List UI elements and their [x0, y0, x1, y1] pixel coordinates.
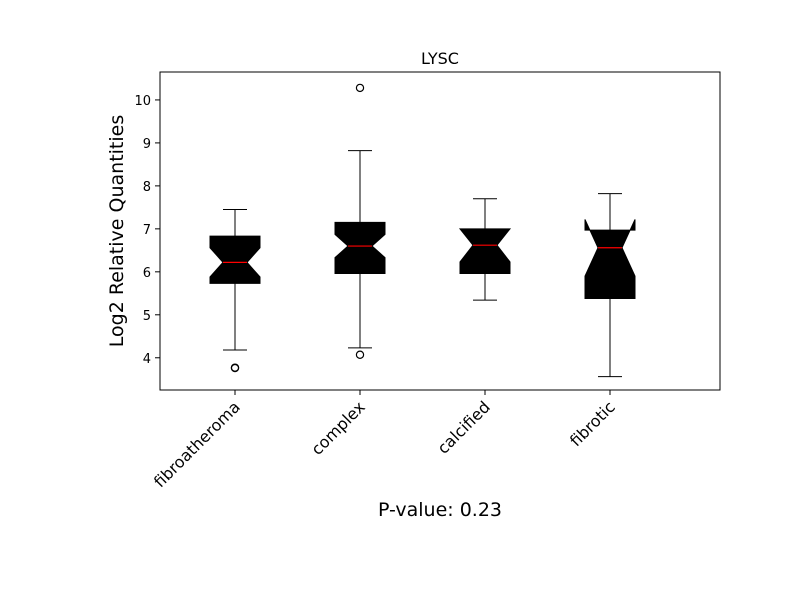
y-tick-label: 4: [143, 352, 151, 367]
outlier-point: [355, 83, 365, 93]
y-tick-label: 10: [134, 94, 151, 109]
axes-frame: [159, 71, 721, 391]
box-fibroatheroma: [209, 235, 261, 284]
x-axis-label: P-value: 0.23: [378, 499, 502, 521]
y-tick-label: 6: [143, 266, 151, 281]
y-tick-label: 5: [143, 309, 151, 324]
outlier-point: [355, 350, 365, 359]
y-tick-label: 7: [143, 223, 151, 238]
chart-title: LYSC: [421, 49, 459, 68]
y-tick-label: 9: [143, 137, 151, 152]
outlier-point: [230, 363, 240, 373]
y-tick-label: 8: [143, 180, 151, 195]
box-calcified: [458, 228, 512, 275]
box-complex: [334, 221, 386, 275]
box-fibrotic: [584, 219, 636, 299]
y-axis-label: Log2 Relative Quantities: [106, 115, 128, 347]
